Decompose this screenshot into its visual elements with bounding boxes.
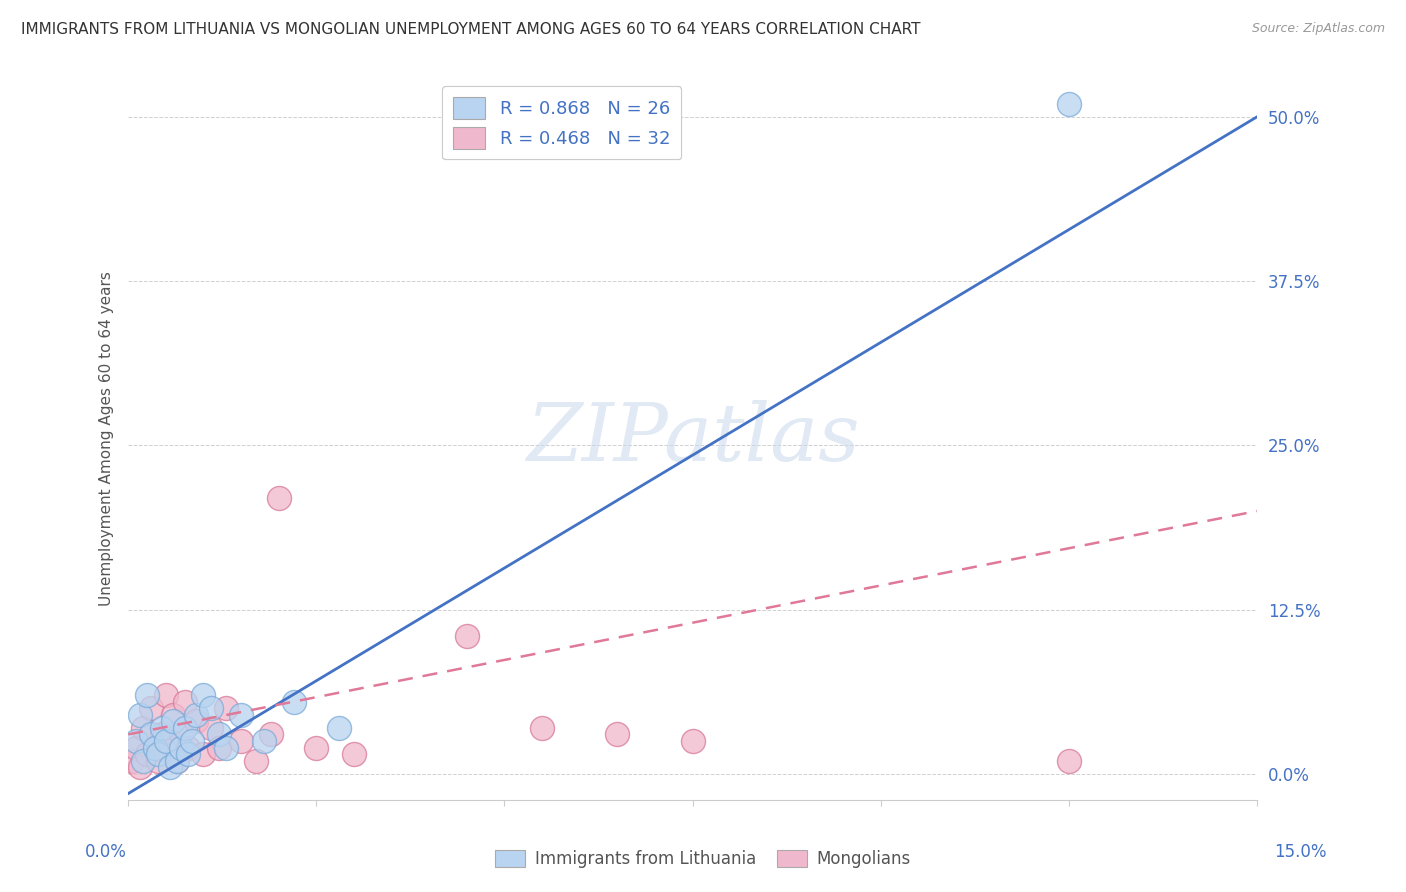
Point: [283, 694, 305, 708]
Point: [132, 754, 155, 768]
Point: [260, 727, 283, 741]
Text: Source: ZipAtlas.com: Source: ZipAtlas.com: [1251, 22, 1385, 36]
Point: [305, 740, 328, 755]
Y-axis label: Unemployment Among Ages 60 to 64 years: Unemployment Among Ages 60 to 64 years: [100, 271, 114, 607]
Point: [159, 734, 181, 748]
Point: [207, 727, 229, 741]
Point: [166, 754, 188, 768]
Point: [173, 721, 195, 735]
Point: [155, 734, 177, 748]
Legend: R = 0.868   N = 26, R = 0.468   N = 32: R = 0.868 N = 26, R = 0.468 N = 32: [441, 87, 681, 160]
Point: [170, 740, 193, 755]
Point: [121, 754, 143, 768]
Point: [1057, 754, 1080, 768]
Point: [1057, 96, 1080, 111]
Point: [173, 694, 195, 708]
Point: [139, 701, 162, 715]
Point: [229, 707, 252, 722]
Point: [136, 688, 159, 702]
Point: [166, 754, 188, 768]
Legend: Immigrants from Lithuania, Mongolians: Immigrants from Lithuania, Mongolians: [488, 843, 918, 875]
Point: [159, 760, 181, 774]
Point: [139, 727, 162, 741]
Point: [606, 727, 628, 741]
Point: [267, 491, 290, 505]
Point: [181, 734, 204, 748]
Point: [150, 721, 173, 735]
Point: [148, 747, 170, 761]
Point: [253, 734, 276, 748]
Point: [200, 721, 222, 735]
Point: [125, 734, 148, 748]
Point: [215, 701, 238, 715]
Point: [143, 740, 166, 755]
Point: [207, 740, 229, 755]
Point: [215, 740, 238, 755]
Point: [143, 740, 166, 755]
Point: [682, 734, 704, 748]
Point: [125, 740, 148, 755]
Point: [200, 701, 222, 715]
Point: [245, 754, 267, 768]
Point: [148, 754, 170, 768]
Point: [456, 629, 478, 643]
Point: [531, 721, 554, 735]
Point: [184, 707, 207, 722]
Point: [170, 727, 193, 741]
Point: [132, 721, 155, 735]
Point: [136, 747, 159, 761]
Point: [328, 721, 350, 735]
Point: [177, 740, 200, 755]
Point: [184, 714, 207, 729]
Point: [193, 688, 215, 702]
Text: 15.0%: 15.0%: [1274, 843, 1327, 861]
Point: [162, 707, 184, 722]
Point: [155, 688, 177, 702]
Point: [150, 727, 173, 741]
Text: ZIPatlas: ZIPatlas: [526, 400, 859, 477]
Point: [128, 760, 150, 774]
Point: [128, 707, 150, 722]
Point: [343, 747, 366, 761]
Point: [162, 714, 184, 729]
Text: 0.0%: 0.0%: [84, 843, 127, 861]
Point: [193, 747, 215, 761]
Point: [177, 747, 200, 761]
Text: IMMIGRANTS FROM LITHUANIA VS MONGOLIAN UNEMPLOYMENT AMONG AGES 60 TO 64 YEARS CO: IMMIGRANTS FROM LITHUANIA VS MONGOLIAN U…: [21, 22, 921, 37]
Point: [229, 734, 252, 748]
